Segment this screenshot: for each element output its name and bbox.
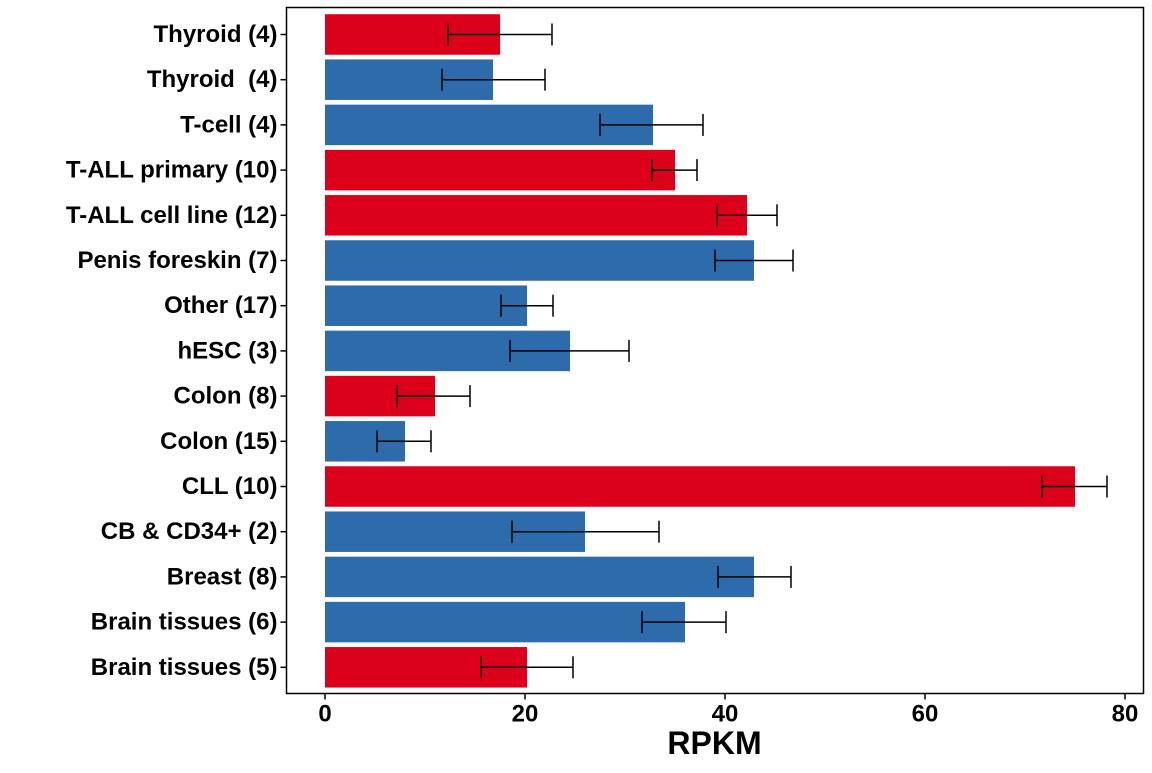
error-bar-11: [511, 520, 660, 543]
y-tick-label: Thyroid (4): [154, 21, 278, 48]
error-bar-13: [641, 611, 727, 634]
y-tick-label: T-ALL primary (10): [66, 157, 278, 184]
x-tick-label: 20: [512, 701, 539, 728]
x-tick-label: 0: [318, 701, 331, 728]
y-tick-label: Other (17): [164, 292, 277, 319]
bar-5: [325, 240, 754, 281]
error-bar-2: [599, 113, 704, 136]
y-tick-label: CB & CD34+ (2): [101, 518, 278, 545]
error-bar-9: [376, 430, 432, 453]
y-tick-label: Brain tissues (6): [91, 609, 278, 636]
y-tick-label: Colon (8): [174, 383, 278, 410]
y-tick-label: Thyroid (4): [147, 66, 278, 93]
error-bar-14: [480, 656, 574, 679]
y-axis: Thyroid (4) Thyroid (4) T-cell (4) T-ALL pr…: [66, 21, 287, 681]
error-bar-6: [500, 294, 554, 317]
y-tick-label: Breast (8): [167, 563, 278, 590]
bar-2: [325, 104, 653, 146]
y-tick-label: T-cell (4): [180, 111, 277, 138]
error-bars-layer: [376, 23, 1108, 679]
error-bar-7: [509, 339, 630, 362]
error-bar-12: [717, 565, 792, 588]
y-tick-label: Penis foreskin (7): [77, 247, 277, 274]
x-tick-label: 40: [712, 701, 739, 728]
x-axis-title: RPKM: [667, 725, 761, 761]
error-bar-3: [651, 159, 698, 182]
x-axis: 0 20 40 60 80: [318, 693, 1139, 728]
x-tick-label: 60: [912, 701, 939, 728]
bar-6: [325, 285, 527, 326]
y-tick-label: Colon (15): [160, 428, 277, 455]
bar-10: [325, 466, 1075, 507]
y-tick-label: CLL (10): [182, 473, 278, 500]
error-bar-0: [447, 23, 553, 46]
y-tick-label: hESC (3): [177, 337, 277, 364]
bar-13: [325, 601, 685, 643]
bar-4: [325, 195, 747, 236]
bars-layer: [325, 14, 1075, 688]
bar-3: [325, 149, 675, 191]
error-bar-10: [1041, 475, 1108, 498]
x-tick-label: 80: [1112, 701, 1139, 728]
error-bar-4: [716, 204, 778, 227]
error-bar-8: [396, 385, 471, 408]
bar-12: [325, 556, 754, 598]
error-bar-5: [714, 249, 794, 272]
y-tick-label: T-ALL cell line (12): [66, 202, 278, 229]
y-tick-label: Brain tissues (5): [91, 654, 278, 681]
error-bar-1: [441, 68, 546, 91]
